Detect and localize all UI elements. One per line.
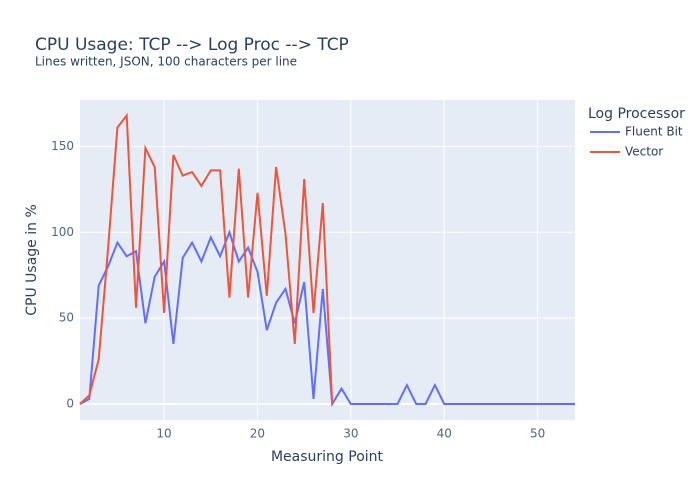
- line-series: [79, 229, 575, 408]
- plot-area: [80, 100, 575, 420]
- y-axis-title: CPU Usage in %: [24, 204, 40, 316]
- x-tick-label: 40: [437, 427, 452, 441]
- y-tick-label: 150: [51, 139, 74, 153]
- legend-label: Fluent Bit: [625, 125, 683, 139]
- line-series: [79, 112, 334, 405]
- y-tick-label: 0: [66, 397, 74, 411]
- y-tick-label: 100: [51, 225, 74, 239]
- x-tick-label: 10: [156, 427, 171, 441]
- lines: [79, 112, 575, 408]
- chart-subtitle: Lines written, JSON, 100 characters per …: [35, 55, 297, 69]
- chart-title: CPU Usage: TCP --> Log Proc --> TCP: [35, 35, 349, 55]
- x-tick-label: 20: [250, 427, 265, 441]
- y-tick-label: 50: [59, 311, 74, 325]
- x-tick-label: 30: [343, 427, 358, 441]
- x-axis-title: Measuring Point: [271, 449, 384, 465]
- legend: Fluent Bit Vector: [590, 125, 683, 159]
- legend-label: Vector: [625, 145, 663, 159]
- legend-title: Log Processor: [588, 106, 685, 122]
- x-tick-label: 50: [530, 427, 545, 441]
